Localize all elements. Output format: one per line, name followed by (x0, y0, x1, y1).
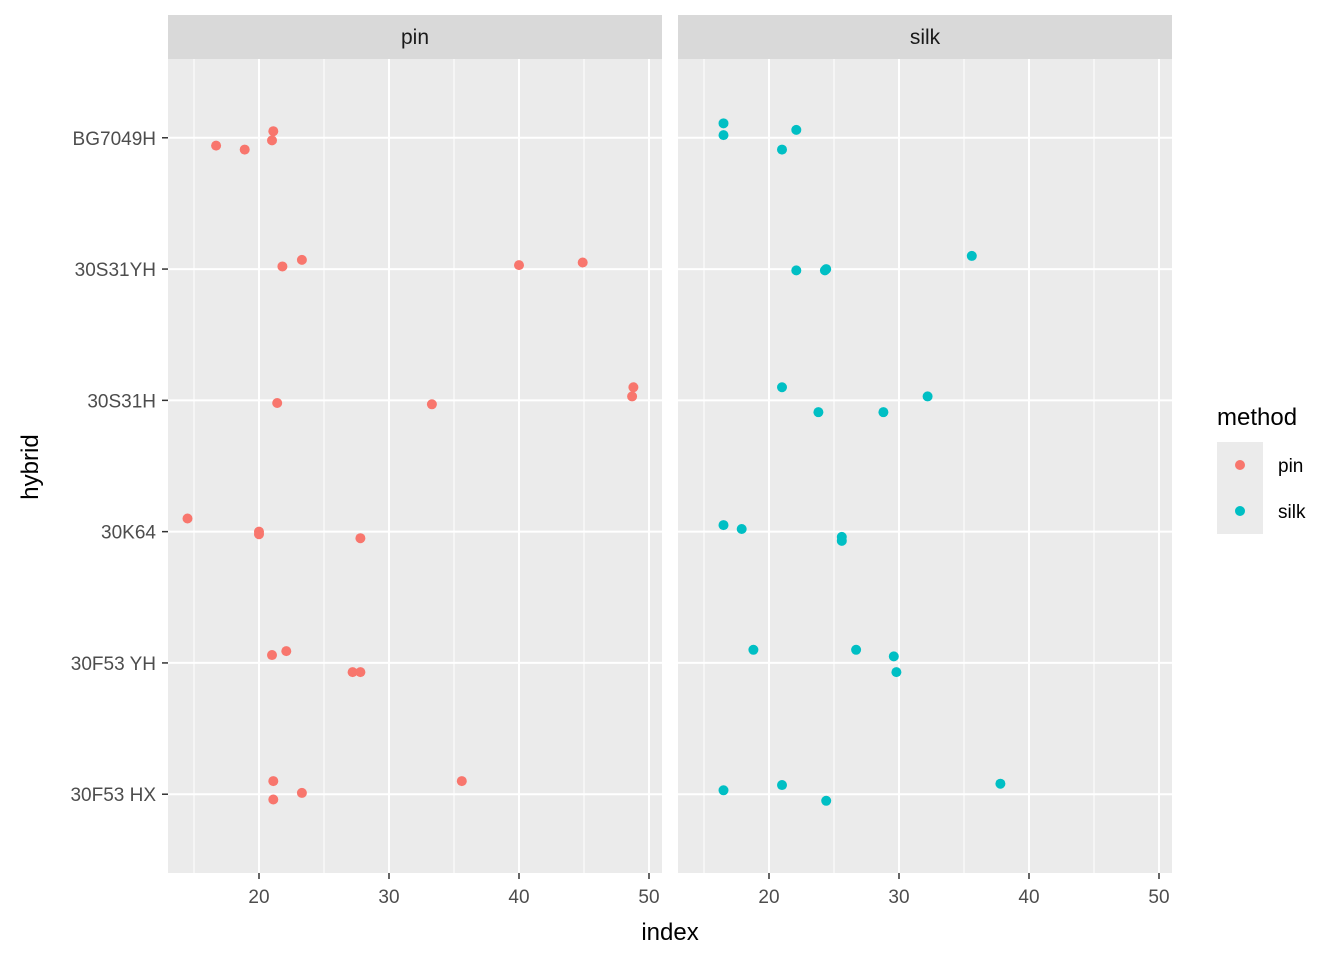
data-point (777, 144, 787, 155)
data-point (267, 650, 277, 661)
x-tick-label: 30 (888, 887, 909, 908)
data-point (426, 399, 437, 410)
data-point (836, 535, 847, 546)
data-point (211, 140, 222, 151)
data-point (718, 130, 729, 141)
x-tick-label: 40 (1018, 887, 1039, 908)
data-point (577, 257, 588, 268)
x-tick-label: 20 (758, 887, 779, 908)
data-point (748, 644, 759, 655)
data-point (819, 265, 830, 276)
data-point (627, 391, 638, 402)
data-point (777, 780, 787, 791)
y-tick-label: 30F53 YH (71, 654, 156, 675)
data-point (272, 397, 283, 408)
series-silk (718, 118, 1006, 806)
x-tick-label: 20 (248, 887, 269, 908)
data-point (813, 407, 824, 418)
data-point (718, 118, 729, 129)
data-point (718, 520, 729, 531)
data-point (878, 407, 889, 418)
strip-label-silk: silk (910, 26, 941, 49)
y-tick-label: BG7049H (73, 129, 156, 150)
data-point (239, 144, 250, 155)
data-point (514, 260, 524, 271)
data-point (922, 391, 933, 402)
y-tick-label: 30S31H (87, 391, 156, 412)
x-tick-label: 40 (508, 887, 529, 908)
legend-title: method (1217, 404, 1297, 431)
data-point (995, 778, 1006, 789)
legend-key-symbol (1235, 460, 1245, 470)
y-tick-label: 30F53 HX (70, 785, 156, 806)
data-point (891, 667, 902, 678)
panel-pin: pin 20 30 40 50 (168, 15, 662, 908)
x-tick-label: 50 (638, 887, 659, 908)
data-point (355, 533, 366, 544)
data-point (254, 529, 264, 540)
data-point (456, 776, 467, 787)
panel-background (168, 59, 662, 873)
data-point (791, 265, 802, 276)
data-point (281, 646, 292, 657)
legend-key-symbol (1235, 506, 1245, 516)
series-pin (182, 126, 639, 805)
data-point (888, 651, 899, 662)
data-point (736, 524, 747, 535)
y-axis: 30F53 HX 30F53 YH 30K64 30S31H 30S31YH BG7049… (70, 129, 168, 806)
y-tick-label: 30K64 (101, 523, 156, 544)
data-point (966, 250, 977, 261)
x-tick-label: 30 (378, 887, 399, 908)
data-point (267, 135, 277, 146)
data-point (821, 795, 832, 806)
data-point (277, 261, 288, 272)
data-point (718, 785, 729, 796)
legend: method pin silk (1217, 404, 1306, 534)
data-point (296, 787, 307, 798)
y-tick-label: 30S31YH (75, 260, 156, 281)
x-axis-title: index (641, 919, 698, 946)
data-point (355, 667, 366, 678)
data-point (347, 667, 358, 678)
strip-label-pin: pin (401, 26, 429, 49)
data-point (182, 513, 193, 524)
data-point (268, 776, 279, 787)
strip-background (678, 15, 1172, 59)
data-point (296, 254, 307, 265)
y-axis-title: hybrid (17, 434, 44, 499)
panel-silk: silk 20 30 40 50 (678, 15, 1172, 908)
legend-keys: pin silk (1217, 442, 1306, 534)
legend-item-silk: silk (1217, 488, 1306, 534)
panel-background (678, 59, 1172, 873)
data-point (268, 126, 279, 137)
legend-item-pin: pin (1217, 442, 1303, 488)
data-point (628, 382, 639, 393)
data-point (791, 124, 802, 135)
data-point (777, 382, 787, 393)
legend-label: pin (1278, 456, 1303, 477)
data-point (268, 794, 279, 805)
x-tick-label: 50 (1148, 887, 1169, 908)
legend-label: silk (1278, 502, 1306, 523)
data-point (851, 644, 862, 655)
strip-background (168, 15, 662, 59)
